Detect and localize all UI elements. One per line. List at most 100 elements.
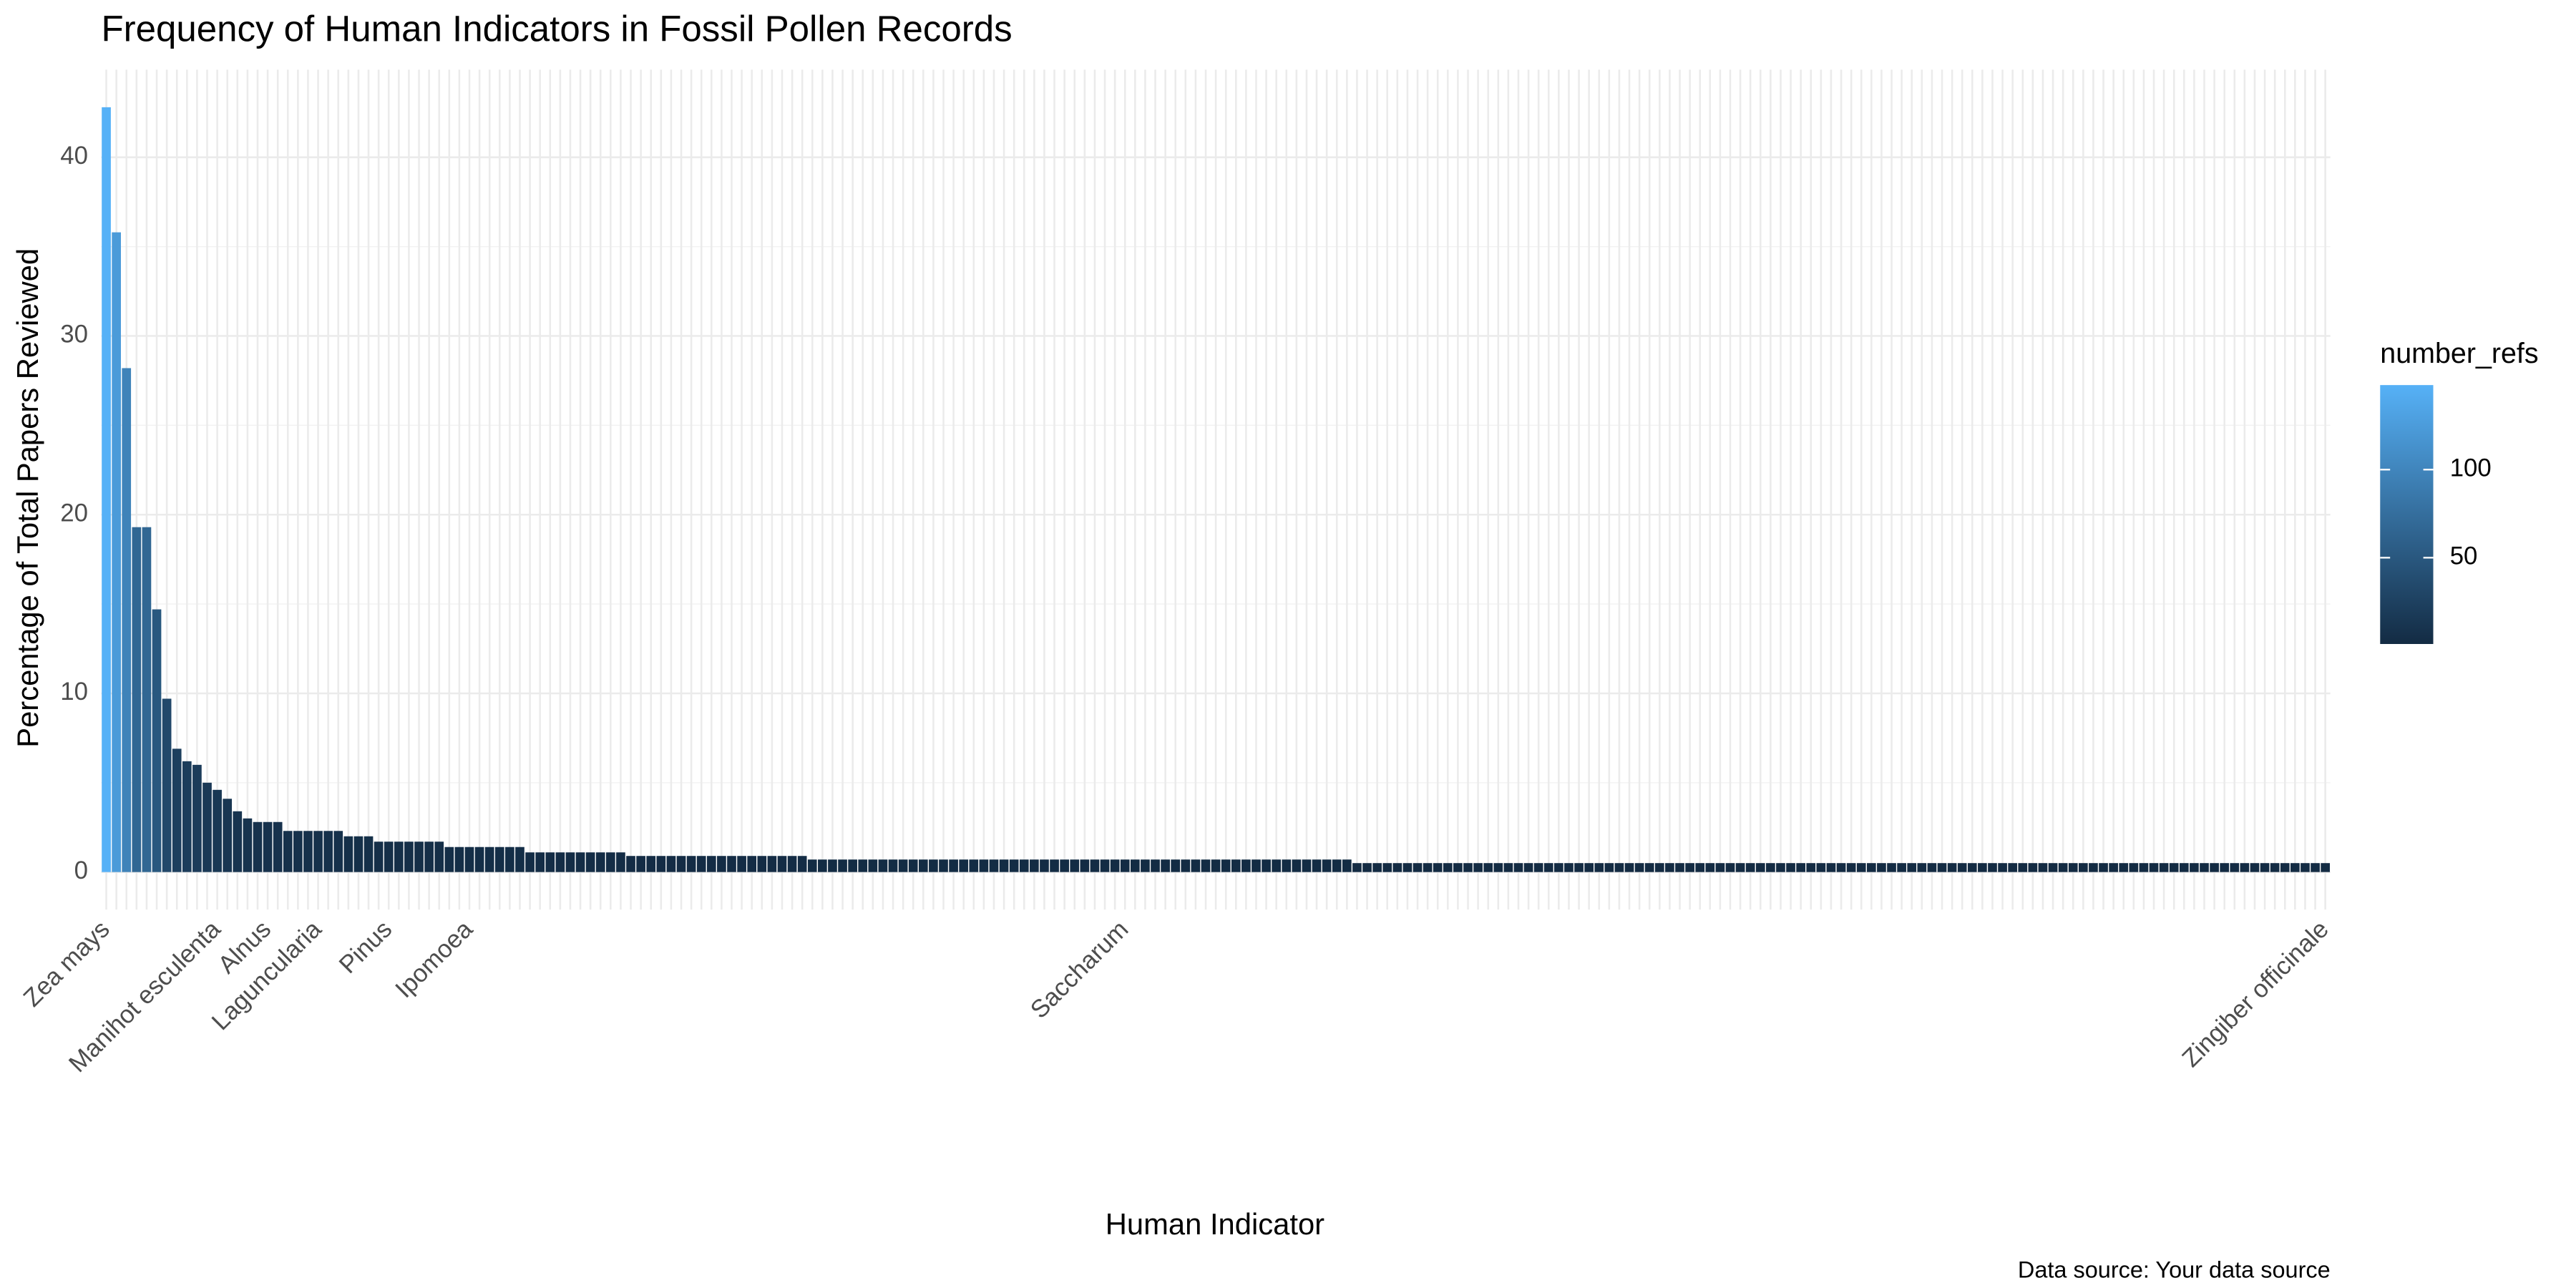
bar: [1594, 863, 1604, 872]
bar: [706, 856, 716, 872]
bar: [565, 852, 575, 872]
bar: [1947, 863, 1957, 872]
legend-tick-label: 100: [2450, 454, 2492, 482]
bar: [1130, 859, 1140, 872]
bar: [868, 859, 878, 872]
bar: [1604, 863, 1614, 872]
bar: [1332, 859, 1342, 872]
bar: [2018, 863, 2028, 872]
bars: [102, 107, 2330, 872]
bar: [1019, 859, 1029, 872]
bar: [1866, 863, 1876, 872]
bar: [1453, 863, 1463, 872]
bar: [858, 859, 868, 872]
bar: [122, 368, 132, 872]
bar: [656, 856, 666, 872]
bar: [545, 852, 555, 872]
bar: [898, 859, 908, 872]
bar: [1382, 863, 1392, 872]
bar: [1564, 863, 1574, 872]
bar: [1937, 863, 1947, 872]
bar: [192, 764, 202, 872]
bar: [1715, 863, 1725, 872]
bar: [2200, 863, 2209, 872]
bar: [1231, 859, 1241, 872]
bar: [969, 859, 979, 872]
bar: [1221, 859, 1231, 872]
bar: [1846, 863, 1856, 872]
bar: [2028, 863, 2038, 872]
bar: [2240, 863, 2250, 872]
bar: [1907, 863, 1917, 872]
bar: [605, 852, 615, 872]
bar: [253, 821, 263, 872]
bar: [1523, 863, 1533, 872]
bar: [1181, 859, 1191, 872]
bar: [343, 836, 353, 872]
bar: [102, 107, 111, 872]
chart-title: Frequency of Human Indicators in Fossil …: [101, 9, 1012, 49]
bar: [414, 841, 424, 872]
bar: [1634, 863, 1644, 872]
bar: [2129, 863, 2139, 872]
y-tick-label: 0: [74, 857, 88, 884]
bar: [1282, 859, 1292, 872]
bar: [1554, 863, 1563, 872]
bar: [1614, 863, 1624, 872]
bar: [1816, 863, 1826, 872]
bar: [162, 698, 172, 872]
bar: [1735, 863, 1745, 872]
bar: [1836, 863, 1846, 872]
bar: [1897, 863, 1906, 872]
bar: [1372, 863, 1382, 872]
bar: [1574, 863, 1584, 872]
bar: [1262, 859, 1271, 872]
bar: [1151, 859, 1160, 872]
bar: [1988, 863, 1997, 872]
bar: [2099, 863, 2108, 872]
bar: [828, 859, 837, 872]
bar: [293, 831, 303, 872]
bar: [434, 841, 444, 872]
bar: [2179, 863, 2189, 872]
bar: [717, 856, 726, 872]
bar: [283, 831, 293, 872]
bar: [1957, 863, 1967, 872]
bar: [233, 811, 243, 872]
bar: [444, 847, 454, 872]
bar: [1463, 863, 1473, 872]
bar: [2250, 863, 2260, 872]
bar: [595, 852, 605, 872]
bar: [2210, 863, 2219, 872]
bar: [464, 847, 474, 872]
bar: [696, 856, 706, 872]
bar: [949, 859, 958, 872]
bar: [1513, 863, 1523, 872]
bar: [132, 527, 142, 872]
bar: [1543, 863, 1553, 872]
bar: [2290, 863, 2300, 872]
bar: [1201, 859, 1211, 872]
bar: [2058, 863, 2068, 872]
bar: [838, 859, 847, 872]
bar: [2068, 863, 2078, 872]
bar: [1917, 863, 1927, 872]
bar: [1685, 863, 1694, 872]
bar: [1826, 863, 1836, 872]
bar: [1725, 863, 1735, 872]
bar: [1241, 859, 1251, 872]
bar: [1030, 859, 1039, 872]
bar: [626, 856, 635, 872]
bar: [797, 856, 807, 872]
bar: [152, 609, 162, 872]
bar: [2260, 863, 2270, 872]
bar: [303, 831, 313, 872]
bar: [1191, 859, 1201, 872]
bar: [1252, 859, 1261, 872]
bar: [807, 859, 817, 872]
bar: [2079, 863, 2088, 872]
bar: [918, 859, 928, 872]
bar: [273, 821, 283, 872]
bar: [1100, 859, 1110, 872]
